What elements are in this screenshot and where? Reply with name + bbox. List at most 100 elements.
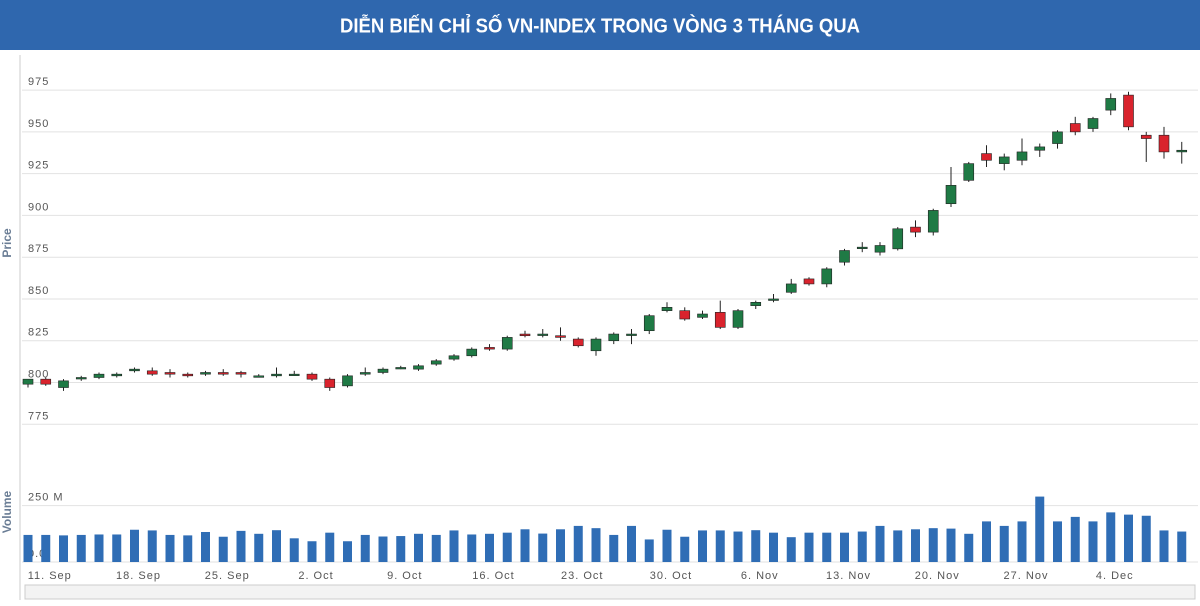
candle-body: [1176, 149, 1188, 153]
volume-bar: [431, 534, 441, 562]
volume-bar: [928, 528, 938, 562]
volume-bar: [343, 541, 352, 562]
x-tick-label: 13. Nov: [826, 570, 871, 582]
candle-body: [892, 228, 904, 250]
volume-bar: [662, 529, 672, 562]
volume-bar: [520, 529, 530, 562]
volume-bar: [1177, 531, 1187, 562]
x-tick-label: 6. Nov: [741, 570, 779, 582]
volume-bar: [1124, 514, 1133, 562]
volume-bar: [1141, 515, 1151, 562]
volume-bar: [360, 534, 370, 562]
candle-body: [129, 368, 140, 372]
volume-bar: [609, 534, 619, 562]
volume-bar: [41, 534, 51, 562]
candle-body: [590, 338, 602, 352]
volume-bar: [467, 534, 477, 562]
y-tick-label: 250 M: [28, 492, 64, 504]
volume-bar: [76, 534, 86, 562]
y-axis-title: Price: [0, 228, 14, 258]
y-tick-label: 875: [28, 243, 49, 255]
volume-bar: [307, 541, 317, 562]
volume-bar: [769, 532, 778, 562]
volume-bar: [254, 533, 264, 562]
x-tick-label: 25. Sep: [205, 570, 250, 582]
volume-bar: [538, 533, 548, 562]
volume-bar: [325, 532, 335, 562]
candle-body: [413, 365, 424, 370]
candle-body: [661, 307, 673, 311]
candle-body: [519, 333, 531, 337]
candle-body: [306, 373, 318, 380]
volume-bar: [751, 530, 761, 562]
candle-body: [1123, 94, 1134, 128]
candle-body: [963, 163, 975, 181]
volume-bar: [1053, 521, 1062, 562]
candle-body: [235, 372, 247, 375]
candle-body: [58, 380, 69, 388]
y-tick-label: 900: [28, 201, 49, 213]
candle-body: [359, 372, 371, 375]
candle-body: [608, 333, 620, 342]
volume-bar: [1017, 521, 1027, 562]
candle-body: [501, 337, 513, 350]
volume-bar: [112, 534, 122, 562]
volume-bar: [999, 525, 1009, 562]
volume-bar: [1106, 512, 1116, 562]
candle-body: [945, 185, 957, 205]
volume-bar: [591, 528, 601, 562]
x-tick-label: 9. Oct: [387, 570, 422, 582]
candle-body: [750, 302, 762, 306]
candle-body: [732, 310, 744, 328]
volume-bar: [183, 535, 193, 562]
candle-body: [643, 315, 655, 332]
volume-bar: [378, 536, 388, 562]
volume-bar: [147, 530, 157, 562]
candle-body: [768, 298, 779, 301]
candle-body: [164, 372, 176, 375]
x-tick-label: 27. Nov: [1004, 570, 1049, 582]
candle-body: [288, 373, 300, 376]
candle-body: [182, 373, 194, 377]
candle-body: [1087, 118, 1099, 129]
candle-body: [1034, 146, 1046, 151]
candle-body: [324, 378, 336, 388]
candle-body: [271, 373, 282, 377]
candle-body: [803, 278, 815, 285]
candle-body: [555, 335, 566, 338]
y-tick-label: 850: [28, 285, 49, 297]
candle-body: [93, 373, 105, 378]
volume-bar: [946, 528, 956, 562]
volume-bar: [94, 534, 104, 562]
candle-body: [22, 378, 34, 385]
title-bar: [0, 0, 1200, 50]
volume-bar: [1035, 496, 1045, 562]
volume-bar: [840, 532, 849, 562]
candle-body: [111, 373, 123, 377]
candle-body: [40, 378, 52, 385]
candle-body: [75, 377, 87, 380]
candle-body: [146, 370, 158, 375]
candle-body: [200, 372, 211, 375]
volume-bar: [1070, 516, 1080, 562]
volume-bar: [1088, 521, 1098, 562]
volume-bar: [822, 532, 832, 562]
candle-body: [927, 210, 939, 233]
x-tick-label: 23. Oct: [561, 570, 603, 582]
candle-body: [484, 347, 495, 350]
volume-bar: [556, 529, 565, 562]
candle-body: [910, 226, 921, 233]
candle-body: [1158, 134, 1170, 153]
candle-body: [821, 268, 833, 285]
candle-body: [1140, 134, 1152, 139]
candle-body: [395, 367, 407, 370]
volume-bar: [23, 534, 33, 562]
candle-body: [697, 313, 708, 318]
candle-body: [217, 372, 229, 375]
candle-body: [856, 246, 868, 249]
x-tick-label: 11. Sep: [28, 570, 72, 582]
candle-body: [377, 368, 389, 373]
volume-bar: [857, 531, 867, 562]
volume-bar: [715, 530, 725, 562]
